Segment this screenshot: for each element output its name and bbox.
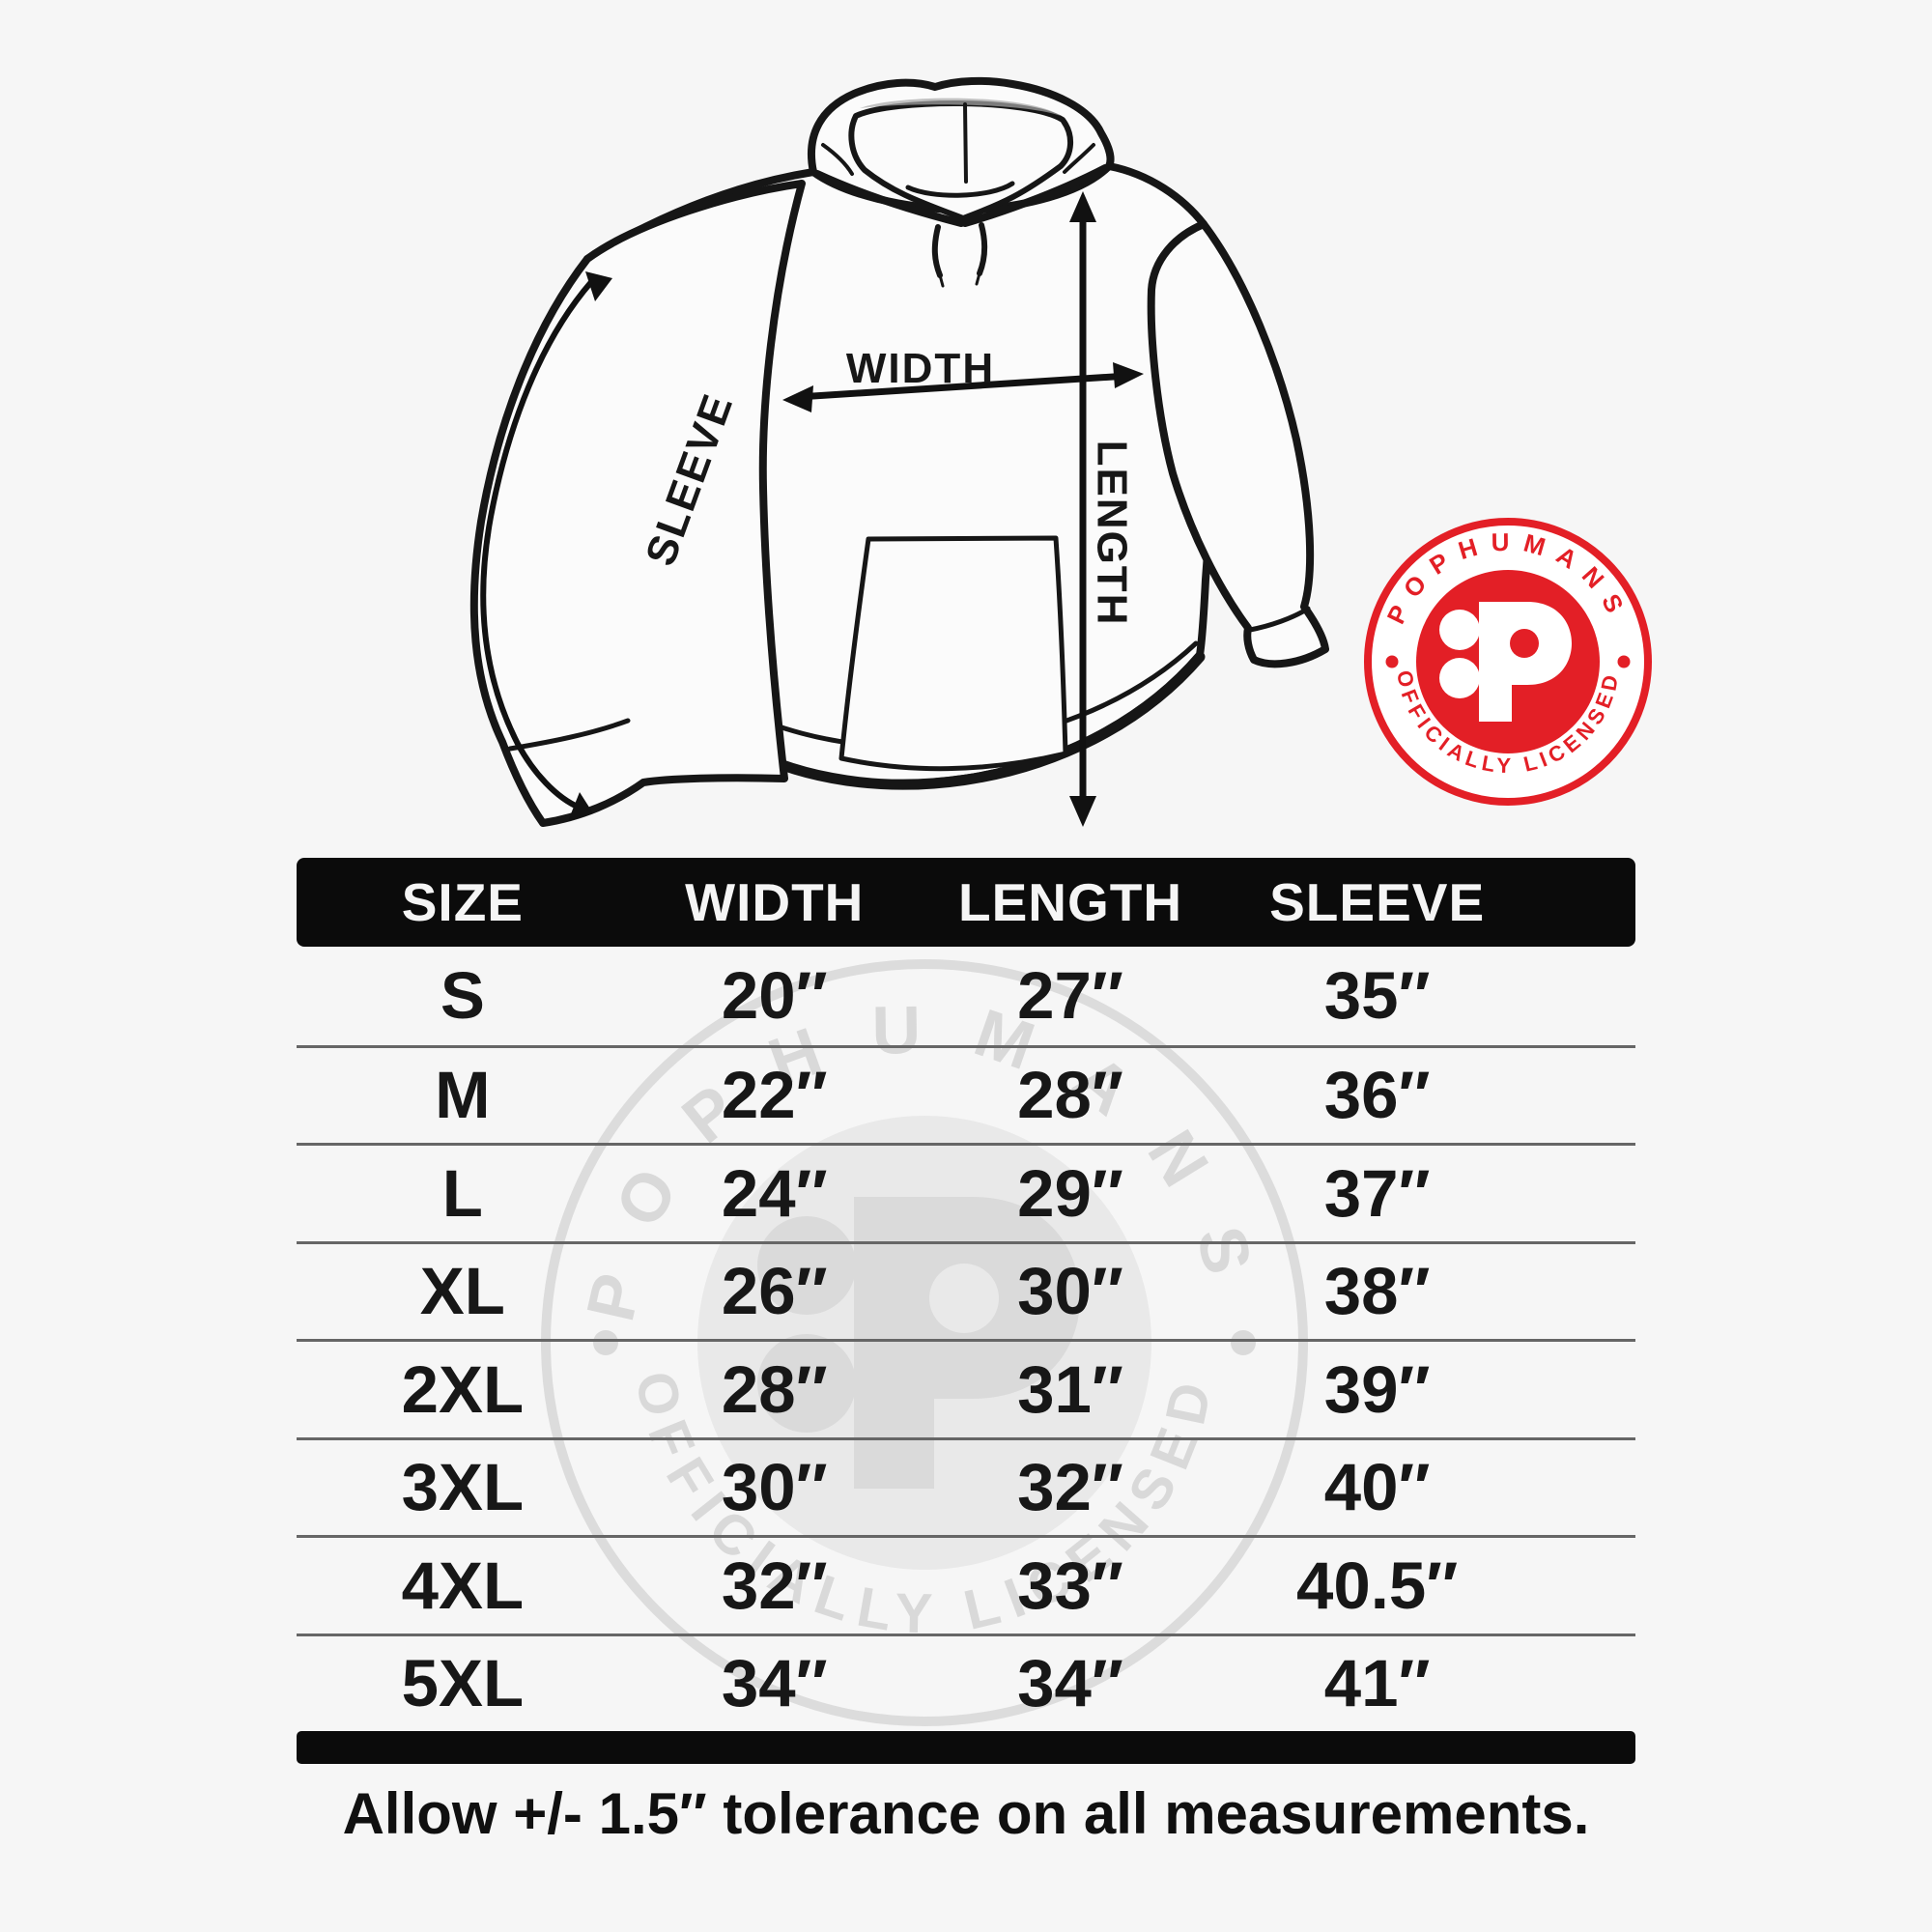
length-cell: 33″ (1017, 1548, 1123, 1623)
size-chart-rows: S 20″ 27″ 35″ M 22″ 28″ 36″ L 24″ 29″ 37… (297, 947, 1635, 1731)
length-cell: 32″ (1017, 1450, 1123, 1525)
column-header-size: SIZE (401, 872, 524, 932)
size-cell: XL (419, 1254, 505, 1329)
length-annotation: LENGTH (1069, 191, 1136, 827)
table-row: 2XL 28″ 31″ 39″ (297, 1339, 1635, 1437)
sleeve-arrowhead-bottom (568, 792, 593, 821)
length-cell: 28″ (1017, 1058, 1123, 1133)
drawstring-aglet-right (975, 271, 981, 286)
hoodie-measurement-diagram: WIDTH LENGTH SLEEVE (469, 76, 1329, 827)
badge-dot-right (1617, 655, 1631, 668)
length-cell: 30″ (1017, 1254, 1123, 1329)
sleeve-cell: 36″ (1323, 1058, 1431, 1133)
length-cell: 27″ (1017, 958, 1123, 1034)
watermark-dot-left (593, 1330, 618, 1355)
left-cuff-line (507, 718, 631, 752)
tolerance-note: Allow +/- 1.5″ tolerance on all measurem… (342, 1781, 1590, 1846)
width-annotation: WIDTH (782, 345, 1144, 412)
drawstring-left (931, 224, 943, 278)
sleeve-cell: 40.5″ (1295, 1548, 1459, 1623)
sleeve-arrowhead-top (585, 271, 612, 301)
drawstring-aglet-left (938, 273, 945, 288)
column-header-length: LENGTH (958, 872, 1183, 932)
size-cell: M (435, 1058, 491, 1133)
size-chart: SIZE WIDTH LENGTH SLEEVE S 20″ 27″ 35″ M… (297, 858, 1635, 1764)
kangaroo-pocket (838, 535, 1068, 772)
width-arrowhead-left (782, 385, 813, 412)
right-cuff-line (1247, 606, 1311, 633)
right-sleeve (1147, 220, 1329, 668)
size-chart-header: SIZE WIDTH LENGTH SLEEVE (297, 858, 1635, 947)
table-row: S 20″ 27″ 35″ (297, 947, 1635, 1045)
length-cell: 34″ (1017, 1646, 1123, 1721)
width-cell: 30″ (721, 1450, 828, 1525)
length-cell: 29″ (1017, 1155, 1123, 1231)
watermark-ring (541, 959, 1308, 1726)
hood-front-edge-left (813, 170, 965, 227)
width-label: WIDTH (846, 345, 995, 392)
width-cell: 34″ (721, 1646, 828, 1721)
sleeve-cell: 39″ (1323, 1351, 1431, 1427)
length-label: LENGTH (1089, 440, 1136, 627)
width-cell: 28″ (721, 1351, 828, 1427)
neck-seam (905, 181, 1015, 198)
sleeve-cell: 38″ (1323, 1254, 1431, 1329)
table-row: M 22″ 28″ 36″ (297, 1044, 1635, 1144)
left-sleeve (469, 180, 806, 827)
width-cell: 20″ (721, 958, 828, 1034)
sleeve-cell: 41″ (1323, 1646, 1431, 1721)
size-cell: 5XL (401, 1646, 525, 1721)
width-cell: 32″ (721, 1548, 828, 1623)
drawstring-right (977, 222, 988, 276)
hood-inner-shading (860, 98, 1061, 116)
size-cell: S (440, 958, 485, 1034)
width-arrowhead-right (1113, 362, 1144, 388)
sleeve-arrow-line (480, 280, 594, 810)
badge-dot-left (1385, 655, 1399, 668)
column-header-sleeve: SLEEVE (1269, 872, 1486, 932)
sleeve-cell: 35″ (1323, 958, 1431, 1034)
length-arrowhead-bottom (1069, 796, 1096, 827)
size-cell: 2XL (401, 1351, 525, 1427)
size-cell: 4XL (401, 1548, 525, 1623)
sleeve-cell: 37″ (1323, 1155, 1431, 1231)
size-cell: L (441, 1155, 483, 1231)
width-arrow-line (797, 372, 1129, 401)
table-row: XL 26″ 30″ 38″ (297, 1240, 1635, 1340)
hood-front-edge-right (961, 164, 1109, 227)
pophumans-official-badge: POPHUMANS OFFICIALLY LICENSED (1364, 518, 1652, 806)
width-cell: 26″ (721, 1254, 828, 1329)
table-row: 3XL 30″ 32″ 40″ (297, 1436, 1635, 1536)
pophumans-monogram-icon (1439, 602, 1572, 722)
hood-center-seam (963, 102, 968, 184)
watermark-dot-right (1231, 1330, 1256, 1355)
hood-fold-left (821, 143, 854, 176)
size-chart-bottom-bar (297, 1731, 1635, 1764)
table-row: 4XL 32″ 33″ 40.5″ (297, 1535, 1635, 1634)
length-arrowhead-top (1069, 191, 1096, 222)
sleeve-cell: 40″ (1323, 1450, 1431, 1525)
column-header-width: WIDTH (685, 872, 865, 932)
length-cell: 31″ (1017, 1351, 1123, 1427)
size-cell: 3XL (401, 1450, 525, 1525)
width-cell: 24″ (721, 1155, 828, 1231)
table-row: L 24″ 29″ 37″ (297, 1143, 1635, 1241)
table-row: 5XL 34″ 34″ 41″ (297, 1633, 1635, 1732)
width-cell: 22″ (721, 1058, 828, 1133)
watermark-monogram-icon (757, 1197, 1080, 1489)
hood-fold-right (1063, 143, 1095, 174)
